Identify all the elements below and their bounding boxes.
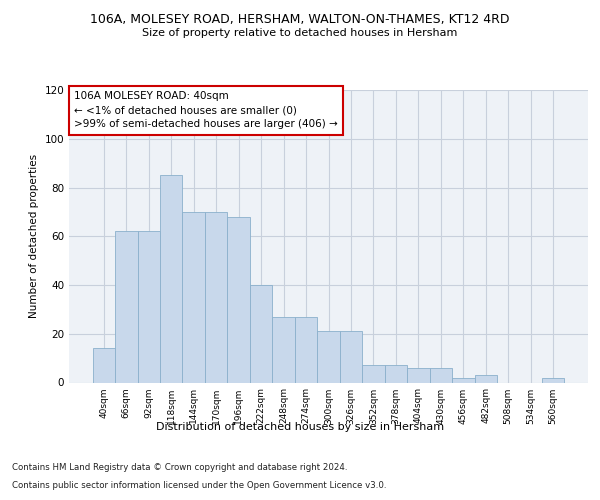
Bar xyxy=(295,316,317,382)
Bar xyxy=(452,378,475,382)
Bar xyxy=(362,366,385,382)
Text: 106A, MOLESEY ROAD, HERSHAM, WALTON-ON-THAMES, KT12 4RD: 106A, MOLESEY ROAD, HERSHAM, WALTON-ON-T… xyxy=(90,12,510,26)
Bar xyxy=(137,232,160,382)
Bar xyxy=(182,212,205,382)
Bar xyxy=(317,332,340,382)
Text: Contains HM Land Registry data © Crown copyright and database right 2024.: Contains HM Land Registry data © Crown c… xyxy=(12,464,347,472)
Bar xyxy=(430,368,452,382)
Bar xyxy=(340,332,362,382)
Y-axis label: Number of detached properties: Number of detached properties xyxy=(29,154,39,318)
Bar xyxy=(160,176,182,382)
Bar xyxy=(227,217,250,382)
Bar xyxy=(250,285,272,382)
Bar xyxy=(475,375,497,382)
Bar xyxy=(407,368,430,382)
Bar xyxy=(385,366,407,382)
Bar xyxy=(272,316,295,382)
Text: Distribution of detached houses by size in Hersham: Distribution of detached houses by size … xyxy=(156,422,444,432)
Text: Contains public sector information licensed under the Open Government Licence v3: Contains public sector information licen… xyxy=(12,481,386,490)
Bar xyxy=(205,212,227,382)
Bar xyxy=(115,232,137,382)
Bar xyxy=(92,348,115,382)
Text: 106A MOLESEY ROAD: 40sqm
← <1% of detached houses are smaller (0)
>99% of semi-d: 106A MOLESEY ROAD: 40sqm ← <1% of detach… xyxy=(74,92,338,130)
Bar xyxy=(542,378,565,382)
Text: Size of property relative to detached houses in Hersham: Size of property relative to detached ho… xyxy=(142,28,458,38)
